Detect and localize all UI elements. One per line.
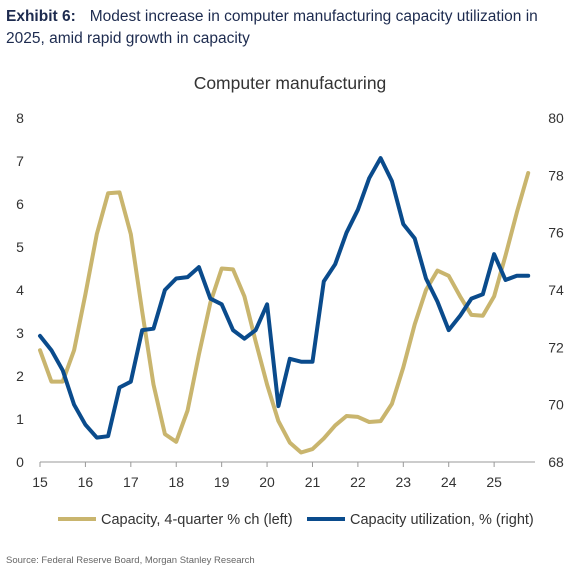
- chart-legend: Capacity, 4-quarter % ch (left) Capacity …: [58, 512, 534, 528]
- left-y-tick-label: 0: [16, 454, 24, 470]
- exhibit-label: Exhibit 6:: [6, 8, 76, 25]
- x-tick-label: 25: [486, 474, 502, 490]
- right-y-tick-label: 80: [548, 110, 564, 126]
- x-tick-label: 20: [259, 474, 275, 490]
- exhibit-header: Exhibit 6: Modest increase in computer ma…: [6, 6, 576, 50]
- legend-label: Capacity utilization, % (right): [350, 512, 534, 528]
- right-y-tick-label: 68: [548, 454, 564, 470]
- chart-title: Computer manufacturing: [194, 73, 387, 93]
- right-y-tick-label: 70: [548, 397, 564, 413]
- x-tick-label: 18: [168, 474, 184, 490]
- x-tick-label: 15: [32, 474, 48, 490]
- right-y-tick-label: 72: [548, 339, 564, 355]
- x-tick-label: 16: [78, 474, 94, 490]
- chart-axes: 15 16 17 18 19 20 21 22 23 24 25012345678687072747…: [16, 110, 564, 490]
- series-line-capacity-utilization: [38, 156, 531, 440]
- left-y-tick-label: 2: [16, 368, 24, 384]
- exhibit-headline: Modest increase in computer manufacturin…: [6, 8, 538, 47]
- chart-series: [38, 156, 531, 455]
- x-tick-label: 19: [214, 474, 230, 490]
- right-y-tick-label: 74: [548, 282, 564, 298]
- source-note: Source: Federal Reserve Board, Morgan St…: [6, 555, 255, 566]
- x-tick-label: 17: [123, 474, 139, 490]
- left-y-tick-label: 7: [16, 153, 24, 169]
- right-y-tick-label: 76: [548, 225, 564, 241]
- left-y-tick-label: 3: [16, 325, 24, 341]
- left-y-tick-label: 4: [16, 282, 24, 298]
- series-line-capacity-growth: [38, 171, 531, 455]
- x-tick-label: 21: [305, 474, 321, 490]
- x-tick-label: 23: [396, 474, 412, 490]
- left-y-tick-label: 8: [16, 110, 24, 126]
- legend-label: Capacity, 4-quarter % ch (left): [101, 512, 293, 528]
- left-y-tick-label: 5: [16, 239, 24, 255]
- x-tick-label: 24: [441, 474, 457, 490]
- x-tick-label: 22: [350, 474, 366, 490]
- left-y-tick-label: 1: [16, 411, 24, 427]
- left-y-tick-label: 6: [16, 196, 24, 212]
- right-y-tick-label: 78: [548, 167, 564, 183]
